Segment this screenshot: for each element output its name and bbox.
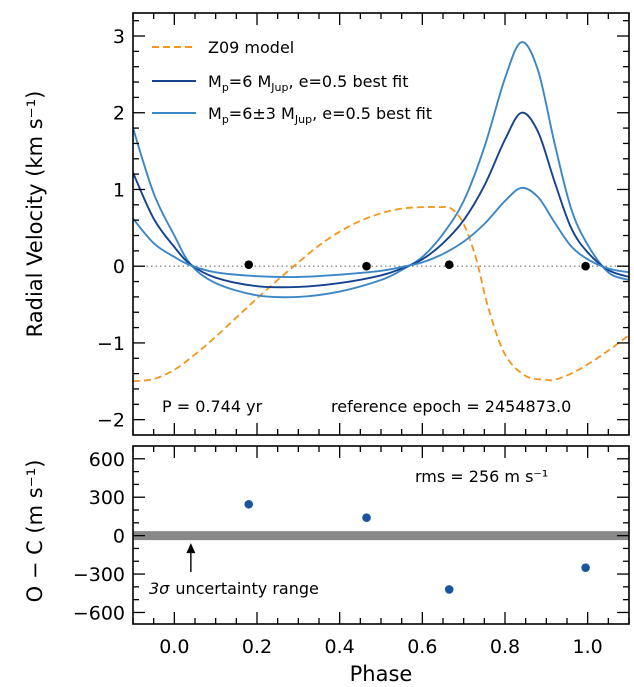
series-line-fit-best — [133, 111, 629, 289]
bottom-plot-content — [133, 499, 629, 594]
top-y-tick-label: −2 — [97, 410, 125, 432]
uncertainty-arrow — [186, 543, 196, 572]
bottom-y-tick-label: 600 — [89, 449, 125, 471]
x-tick-label: 0.8 — [490, 636, 520, 658]
top-y-axis-label: Radial Velocity (km s⁻¹) — [23, 91, 47, 338]
bottom-y-axis-label: O − C (m s⁻¹) — [23, 460, 47, 603]
rv-data-point — [244, 260, 254, 269]
rv-data-point — [444, 260, 454, 269]
legend-label: Mp=6±3 MJup, e=0.5 best fit — [208, 104, 432, 126]
top-y-tick-label: 2 — [113, 103, 125, 125]
top-y-tick-label: −1 — [97, 333, 125, 355]
bottom-y-tick-label: −300 — [73, 564, 125, 586]
top-y-tick-label: 3 — [113, 26, 125, 48]
x-axis-label: Phase — [350, 662, 413, 686]
legend-label: Z09 model — [208, 38, 294, 57]
top-plot-content — [133, 41, 629, 383]
x-tick-label: 0.4 — [325, 636, 355, 658]
bottom-y-tick-label: −600 — [73, 602, 125, 624]
bottom-axis-ticks: −600 −300 0 300 600 0.0 0.2 0.4 0.6 0.8 1.0 — [73, 446, 630, 658]
series-line-model — [133, 206, 629, 383]
x-tick-label: 0.2 — [242, 636, 272, 658]
bottom-y-tick-label: 0 — [113, 526, 125, 548]
period-annotation: P = 0.744 yr — [162, 397, 263, 416]
residual-point — [362, 513, 371, 523]
uncertainty-band — [133, 531, 629, 541]
sigma-label: 3σ — [149, 579, 170, 598]
epoch-annotation: reference epoch = 2454873.0 — [331, 397, 571, 416]
uncertainty-label: uncertainty range — [175, 579, 319, 598]
bottom-panel: −600 −300 0 300 600 0.0 0.2 0.4 0.6 0.8 1.0 rms = … — [23, 445, 630, 686]
x-tick-label: 0.0 — [159, 636, 189, 658]
legend-label: Mp=6 MJup, e=0.5 best fit — [208, 72, 408, 94]
residual-point — [244, 499, 254, 509]
rv-data-point — [362, 261, 371, 271]
rms-annotation: rms = 256 m s⁻¹ — [415, 467, 548, 486]
x-tick-label: 0.6 — [407, 636, 437, 658]
arrow-head — [186, 543, 196, 554]
top-panel: −2 −1 0 1 2 3 Z09 model Mp=6 MJup, e=0.5 best … — [23, 12, 630, 436]
top-y-tick-label: 0 — [113, 256, 125, 278]
residual-point — [581, 563, 590, 572]
bottom-y-tick-label: 300 — [89, 487, 125, 509]
series-line-fit-low — [133, 186, 629, 278]
top-y-tick-label: 1 — [113, 179, 125, 201]
residual-point — [444, 585, 454, 594]
band-annotation: 3σ uncertainty range — [149, 579, 319, 598]
rv-data-point — [581, 261, 590, 271]
x-tick-label: 1.0 — [573, 636, 603, 658]
top-axis-ticks: −2 −1 0 1 2 3 — [97, 13, 630, 435]
legend: Z09 model Mp=6 MJup, e=0.5 best fit Mp=6±3… — [152, 38, 432, 126]
series-line-fit-high — [133, 41, 629, 299]
